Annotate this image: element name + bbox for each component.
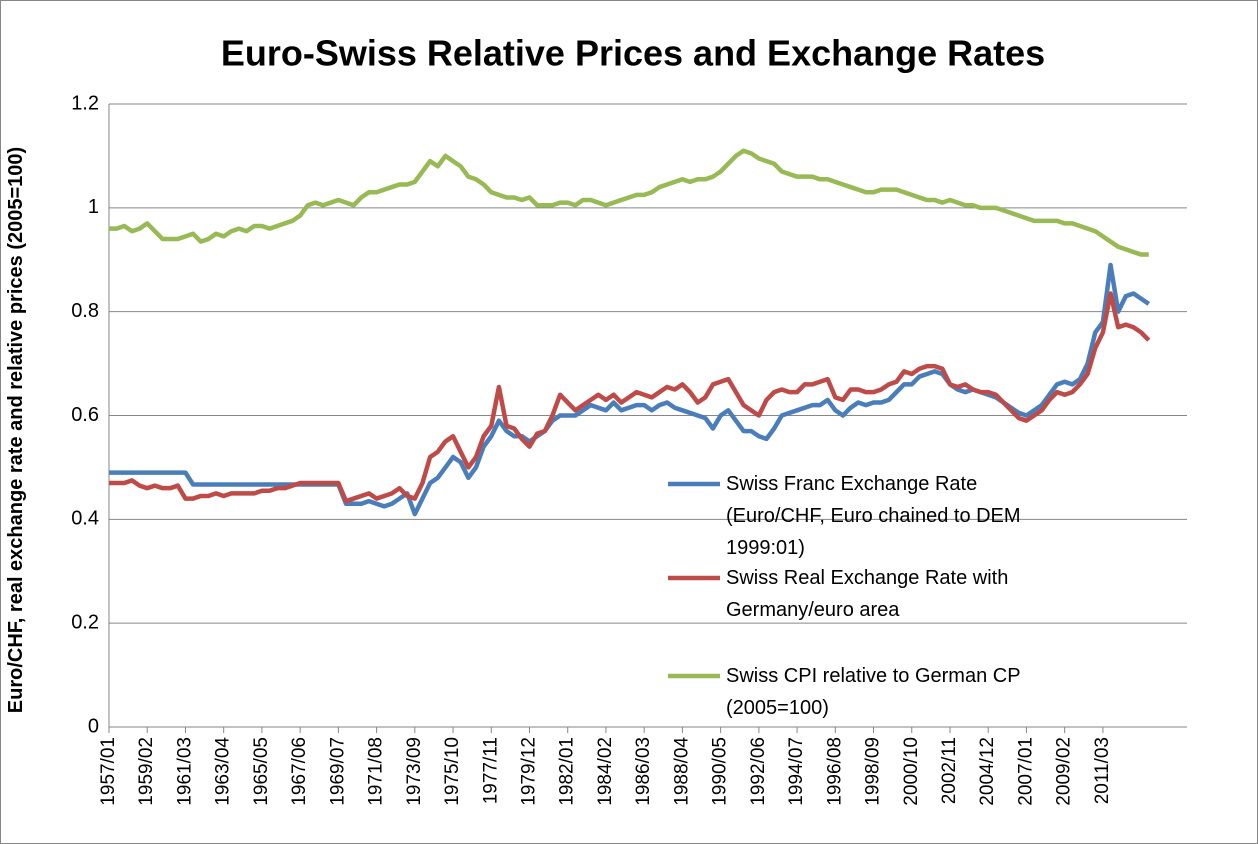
- x-tick-label: 1990/05: [710, 737, 731, 806]
- x-tick-label: 2009/02: [1054, 737, 1075, 806]
- series-line: [109, 148, 1149, 257]
- y-tick-label: 0.8: [71, 300, 99, 322]
- x-tick-label: 1973/09: [404, 737, 425, 806]
- legend-label: Swiss Real Exchange Rate with Germany/eu…: [726, 567, 1009, 621]
- x-tick-label: 1963/04: [213, 737, 234, 806]
- x-tick-label: 1967/06: [289, 737, 310, 806]
- x-tick-label: 2004/12: [977, 737, 998, 806]
- legend-label: Swiss Franc Exchange Rate (Euro/CHF, Eur…: [726, 473, 1021, 559]
- x-tick-label: 1957/01: [98, 737, 119, 806]
- x-tick-label: 1977/11: [480, 737, 501, 804]
- legend-label: Swiss CPI relative to German CP (2005=10…: [726, 665, 1021, 719]
- x-tick-label: 2011/03: [1092, 737, 1113, 804]
- x-tick-label: 2007/01: [1015, 737, 1036, 806]
- chart-title: Euro-Swiss Relative Prices and Exchange …: [221, 33, 1045, 74]
- y-tick-label: 0: [88, 715, 99, 737]
- x-tick-label: 1961/03: [174, 737, 195, 806]
- x-tick-label: 1971/08: [366, 737, 387, 806]
- x-tick-label: 1988/04: [671, 737, 692, 806]
- x-tick-label: 1992/06: [748, 737, 769, 806]
- x-tick-label: 1986/03: [633, 737, 654, 806]
- x-tick-label: 1975/10: [442, 737, 463, 806]
- y-tick-label: 0.4: [71, 508, 99, 530]
- x-tick-label: 1994/07: [786, 737, 807, 806]
- x-tick-label: 1969/07: [327, 737, 348, 806]
- x-tick-label: 1982/01: [557, 737, 578, 806]
- y-tick-label: 0.6: [71, 404, 99, 426]
- x-tick-label: 1965/05: [251, 737, 272, 806]
- y-tick-label: 1.2: [71, 92, 99, 114]
- x-tick-label: 1979/12: [519, 737, 540, 806]
- x-tick-label: 1996/08: [824, 737, 845, 806]
- y-tick-label: 0.2: [71, 611, 99, 633]
- x-tick-label: 2000/10: [901, 737, 922, 806]
- x-tick-label: 1959/02: [136, 737, 157, 806]
- y-axis-label: Euro/CHF, real exchange rate and relativ…: [5, 146, 27, 714]
- y-tick-label: 1: [88, 196, 99, 218]
- x-tick-label: 1984/02: [595, 737, 616, 806]
- series-line: [109, 291, 1151, 504]
- x-tick-label: 2002/11: [939, 737, 960, 804]
- x-tick-label: 1998/09: [863, 737, 884, 806]
